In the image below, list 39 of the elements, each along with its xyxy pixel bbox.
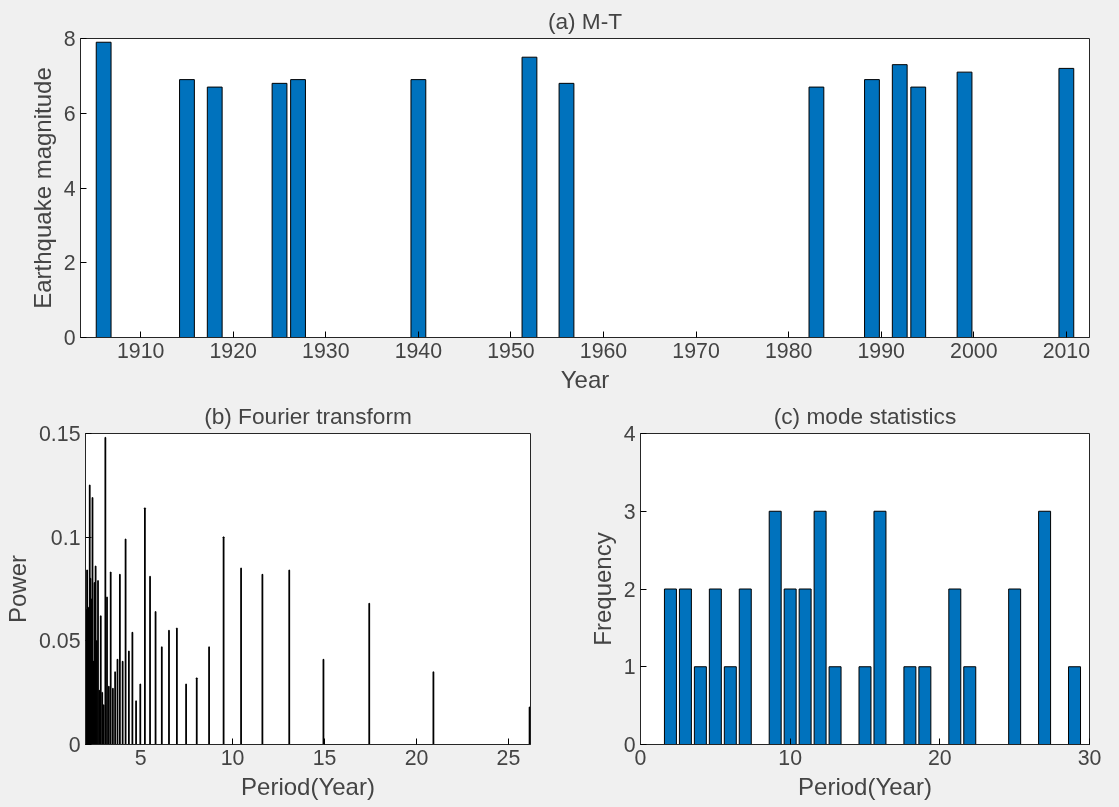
y-tick-label: 0.15 bbox=[38, 422, 81, 446]
x-tick-label: 10 bbox=[778, 745, 803, 770]
y-tick-label: 2 bbox=[63, 251, 76, 276]
x-tick-label: 1920 bbox=[209, 338, 258, 363]
x-axis-title: Year bbox=[560, 365, 610, 393]
y-tick-label: 4 bbox=[623, 422, 636, 446]
y-axis-title: Earthquake magnitude bbox=[28, 67, 56, 309]
x-tick-label: 1960 bbox=[579, 338, 628, 363]
x-tick-label: 1910 bbox=[116, 338, 165, 363]
chart-title: (b) Fourier transform bbox=[204, 402, 412, 429]
x-tick-label: 1930 bbox=[302, 338, 350, 363]
chart-title: (c) mode statistics bbox=[773, 402, 957, 429]
x-tick-label: 15 bbox=[312, 745, 337, 770]
x-tick-label: 10 bbox=[220, 745, 245, 770]
y-tick-label: 1 bbox=[623, 655, 636, 680]
y-tick-label: 8 bbox=[63, 27, 76, 51]
x-tick-label: 20 bbox=[404, 745, 429, 770]
x-tick-label: 30 bbox=[1077, 745, 1102, 770]
x-tick-label: 2000 bbox=[950, 338, 998, 363]
x-tick-label: 1980 bbox=[764, 338, 813, 363]
x-axis-title: Period(Year) bbox=[798, 772, 932, 800]
x-tick-label: 1990 bbox=[857, 338, 906, 363]
x-tick-label: 5 bbox=[134, 745, 147, 770]
y-tick-label: 0.1 bbox=[50, 525, 81, 550]
y-tick-label: 3 bbox=[623, 499, 636, 524]
y-axis-title: Power bbox=[3, 554, 31, 624]
x-tick-label: 1950 bbox=[487, 338, 535, 363]
y-tick-label: 0.05 bbox=[38, 629, 81, 654]
x-tick-label: 2010 bbox=[1042, 338, 1091, 363]
x-tick-label: 1970 bbox=[672, 338, 720, 363]
chart-title: (a) M-T bbox=[547, 7, 623, 34]
x-tick-label: 25 bbox=[496, 745, 521, 770]
x-axis-title: Period(Year) bbox=[241, 772, 375, 800]
y-tick-label: 2 bbox=[623, 577, 636, 602]
x-tick-label: 1940 bbox=[394, 338, 443, 363]
x-tick-label: 20 bbox=[927, 745, 952, 770]
y-tick-label: 6 bbox=[63, 101, 76, 126]
y-tick-label: 4 bbox=[63, 176, 76, 201]
y-axis-title: Frequency bbox=[588, 532, 616, 646]
